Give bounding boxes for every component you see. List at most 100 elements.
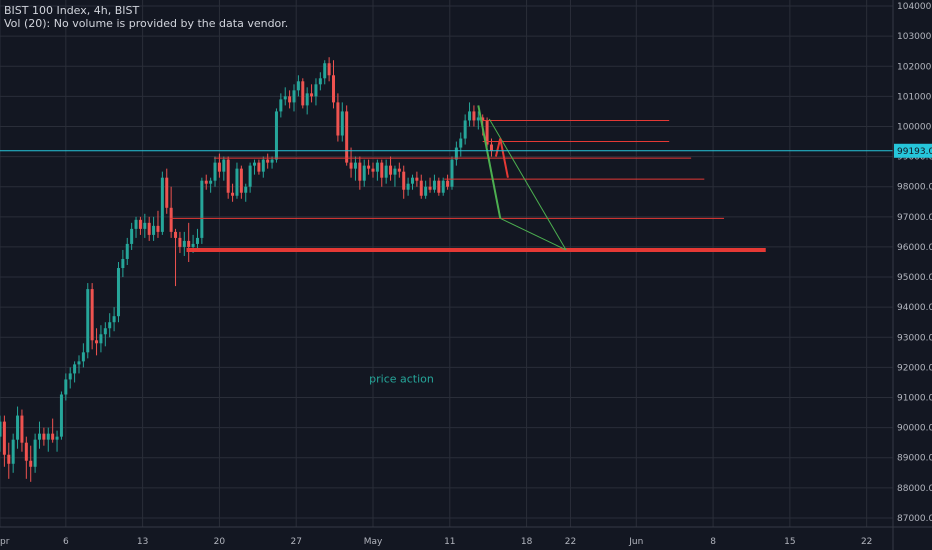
candle-down <box>288 90 292 109</box>
candle-body <box>182 240 186 247</box>
candle-series <box>0 57 493 482</box>
candle-up <box>463 114 467 145</box>
candle-up <box>160 171 164 235</box>
candle-down <box>204 174 208 190</box>
candle-up <box>73 361 77 383</box>
candle-body <box>367 165 371 169</box>
candle-up <box>209 177 213 193</box>
y-tick-label: 93000.00 <box>897 333 932 343</box>
x-tick-label: 20 <box>214 537 226 547</box>
candle-body <box>2 421 6 455</box>
candle-up <box>182 231 186 256</box>
candle-up <box>244 183 248 202</box>
candle-body <box>226 159 230 193</box>
candle-up <box>406 177 410 196</box>
candle-body <box>90 289 94 341</box>
candle-up <box>112 307 116 332</box>
volume-indicator-label[interactable]: Vol (20): No volume is provided by the d… <box>4 17 289 30</box>
candle-body <box>33 439 37 467</box>
candle-down <box>402 165 406 199</box>
candle-down <box>310 84 314 103</box>
candle-body <box>274 111 278 160</box>
candle-down <box>90 283 94 350</box>
trend-drawings <box>477 105 567 251</box>
x-tick-label: 15 <box>784 537 795 547</box>
symbol-title[interactable]: BIST 100 Index, 4h, BIST <box>4 4 140 17</box>
candle-up <box>454 141 458 166</box>
candle-down <box>169 186 173 238</box>
candle-up <box>410 174 414 190</box>
time-axis[interactable]: pr 6 13 20 27 May 11 18 22 Jun 8 15 22 <box>0 526 932 547</box>
candle-down <box>7 442 11 479</box>
candle-up <box>121 249 125 278</box>
candle-down <box>397 162 401 178</box>
y-tick-label: 95000.00 <box>897 273 932 283</box>
candle-up <box>279 93 283 118</box>
x-tick-label: 13 <box>137 537 148 547</box>
candle-down <box>178 231 182 253</box>
candle-body <box>485 120 489 145</box>
candle-down <box>446 174 450 190</box>
candle-body <box>165 177 169 208</box>
candle-up <box>235 162 239 199</box>
candle-up <box>459 132 463 157</box>
candle-up <box>248 162 252 193</box>
candle-body <box>301 81 305 106</box>
candle-body <box>248 165 252 187</box>
candle-up <box>108 313 112 338</box>
candle-up <box>283 87 287 106</box>
candle-body <box>371 168 375 172</box>
candle-up <box>200 177 204 244</box>
candle-body <box>380 162 384 178</box>
candle-body <box>130 228 134 244</box>
y-tick-label: 101000.00 <box>897 92 932 102</box>
candle-body <box>336 102 340 136</box>
y-tick-label: 102000.00 <box>897 62 932 72</box>
candle-body <box>103 328 107 335</box>
candle-down <box>147 216 151 241</box>
candle-body <box>402 171 406 190</box>
candle-body <box>209 180 213 184</box>
candle-up <box>55 430 59 452</box>
x-tick-label: 8 <box>710 537 716 547</box>
candle-down <box>138 216 142 235</box>
x-tick-label: May <box>364 537 383 547</box>
chart-grid <box>0 0 893 527</box>
candle-body <box>446 180 450 187</box>
y-tick-label: 97000.00 <box>897 213 932 223</box>
x-tick-label: Jun <box>628 537 643 547</box>
candle-body <box>116 268 120 317</box>
candle-body <box>81 352 85 362</box>
candle-body <box>231 192 235 196</box>
y-tick-label: 90000.00 <box>897 424 932 434</box>
candle-up <box>323 60 327 85</box>
candle-up <box>152 216 156 241</box>
candle-body <box>270 159 274 163</box>
candle-down <box>472 105 476 127</box>
candle-body <box>476 117 480 121</box>
candle-up <box>99 325 103 353</box>
candle-body <box>217 162 221 172</box>
candle-body <box>169 207 173 232</box>
candle-up <box>81 343 85 368</box>
candle-body <box>37 433 41 440</box>
candle-body <box>73 364 77 374</box>
candle-up <box>16 406 20 449</box>
current-price-label: 99193.03 <box>897 147 932 157</box>
price-axis[interactable]: 104000.00 103000.00 102000.00 101000.00 1000… <box>892 0 932 550</box>
candle-down <box>266 153 270 169</box>
green-projection-line-3 <box>488 118 567 251</box>
candle-body <box>296 81 300 91</box>
candle-body <box>397 168 401 172</box>
y-tick-label: 104000.00 <box>897 2 932 12</box>
candle-up <box>222 156 226 181</box>
candle-down <box>165 168 169 214</box>
candle-body <box>419 180 423 196</box>
candle-up <box>353 156 357 181</box>
candle-body <box>332 75 336 103</box>
candle-body <box>358 162 362 181</box>
x-tick-label: 11 <box>444 537 455 547</box>
candle-body <box>112 316 116 323</box>
candle-down <box>42 427 46 446</box>
